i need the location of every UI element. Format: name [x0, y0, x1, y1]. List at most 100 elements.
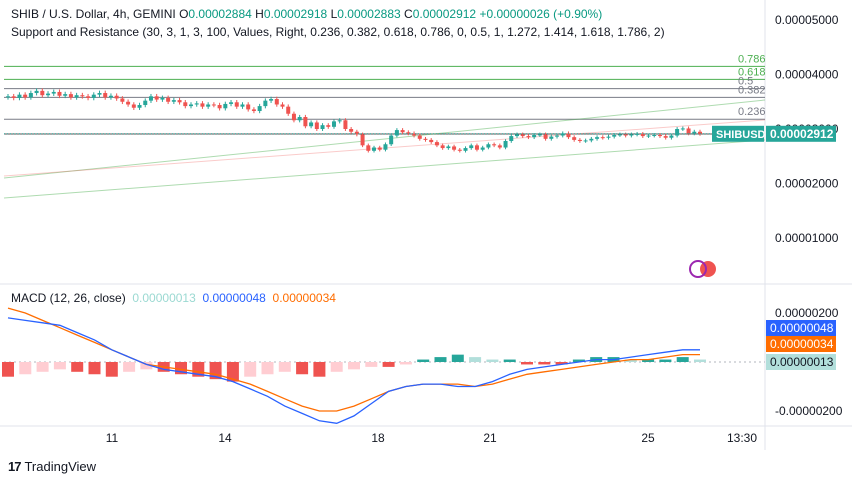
candle-body: [286, 106, 291, 114]
macd-tick-label: -0.00000200: [775, 404, 843, 418]
macd-histogram-bar: [486, 359, 499, 362]
candle-body: [675, 129, 680, 136]
candle-body: [514, 134, 519, 137]
candle-body: [560, 133, 565, 136]
candle-body: [635, 133, 640, 135]
macd-histogram-bar: [226, 362, 239, 382]
symbol-line: SHIB / U.S. Dollar, 4h, GEMINI: [11, 7, 176, 21]
candle-body: [171, 100, 176, 102]
candle-body: [280, 104, 285, 107]
candle-body: [520, 134, 525, 137]
macd-histogram-bar: [365, 362, 378, 367]
candle-body: [452, 146, 457, 150]
candle-body: [606, 136, 611, 138]
candle-body: [114, 95, 119, 99]
candle-body: [148, 96, 153, 101]
candle-body: [629, 134, 634, 136]
candle-body: [246, 104, 251, 110]
candle-body: [600, 137, 605, 139]
candle-body: [263, 100, 268, 107]
macd-histogram-bar: [71, 362, 84, 372]
candle-body: [57, 91, 62, 96]
candle-body: [314, 122, 319, 129]
candle-body: [446, 146, 451, 149]
price-tick-label: 0.00005000: [775, 13, 839, 27]
macd-histogram-bar: [434, 357, 447, 362]
candle-body: [572, 137, 577, 140]
candle-body: [91, 94, 96, 98]
high-value: 0.00002918: [263, 7, 328, 21]
candle-body: [389, 135, 394, 145]
macd-histogram-bar: [140, 362, 153, 370]
tradingview-logo[interactable]: 17 TradingView: [8, 459, 96, 474]
macd-histogram-bar: [694, 359, 706, 362]
candle-body: [120, 98, 125, 102]
candle-body: [652, 134, 657, 136]
candle-body: [372, 147, 377, 151]
price-tick-label: 0.00002000: [775, 177, 839, 191]
time-tick-label: 21: [483, 431, 497, 445]
change-value: +0.00000026 (+0.90%): [479, 7, 603, 21]
candle-body: [623, 134, 628, 136]
candle-body: [537, 134, 542, 136]
candle-body: [526, 136, 531, 138]
macd-histogram-bar: [330, 362, 343, 372]
candle-body: [234, 102, 239, 107]
candle-body: [457, 149, 462, 151]
candle-body: [349, 129, 354, 132]
macd-histogram-bar: [88, 362, 101, 375]
candle-body: [103, 93, 108, 98]
fib-level-label: 0.236: [738, 106, 766, 118]
macd-histogram-bar: [261, 362, 274, 375]
candle-body: [223, 103, 228, 109]
candle-body: [509, 136, 514, 141]
macd-value-tag: 0.00000013: [770, 355, 834, 369]
candle-body: [274, 99, 279, 105]
candle-body: [423, 138, 428, 140]
candle-body: [383, 144, 388, 150]
candle-body: [200, 103, 205, 107]
candle-body: [154, 96, 159, 100]
macd-histogram-bar: [192, 362, 205, 377]
candle-body: [434, 142, 439, 146]
candle-body: [160, 97, 165, 100]
macd-histogram-bar: [348, 362, 360, 370]
candle-body: [400, 130, 405, 133]
macd-value-tag: 0.00000034: [770, 337, 834, 351]
macd-legend: MACD (12, 26, close) 0.00000013 0.000000…: [11, 291, 336, 305]
candle-body: [669, 135, 674, 138]
candle-body: [503, 140, 508, 148]
candle-body: [549, 136, 554, 139]
candle-body: [131, 104, 136, 108]
low-value: 0.00002883: [337, 7, 401, 21]
candle-body: [303, 117, 308, 127]
symbol-tag-bg: [712, 125, 764, 142]
candle-body: [189, 104, 194, 107]
candle-body: [320, 125, 325, 129]
candle-body: [11, 96, 16, 98]
candle-body: [28, 93, 33, 98]
fib-level-label: 0.382: [738, 84, 766, 96]
time-tick-label: 14: [218, 431, 232, 445]
candle-body: [143, 100, 148, 106]
candle-body: [646, 135, 651, 137]
candle-body: [377, 147, 382, 150]
low-label: L: [330, 7, 338, 21]
macd-histogram-bar: [105, 362, 118, 377]
high-label: H: [255, 7, 264, 21]
candle-body: [177, 100, 182, 103]
candle-body: [555, 135, 560, 137]
macd-histogram-bar: [2, 362, 14, 377]
candle-body: [474, 145, 479, 150]
events-icon: [689, 260, 707, 278]
symbol-header: SHIB / U.S. Dollar, 4h, GEMINI O0.000028…: [11, 7, 602, 21]
macd-histogram-bar: [417, 359, 430, 362]
candle-body: [97, 93, 102, 95]
channel-lower-line: [3, 139, 766, 199]
macd-signal-value: 0.00000034: [272, 291, 336, 305]
candle-body: [126, 101, 131, 105]
time-tick-label: 11: [106, 431, 119, 445]
candle-body: [497, 145, 502, 148]
candle-body: [80, 95, 85, 97]
